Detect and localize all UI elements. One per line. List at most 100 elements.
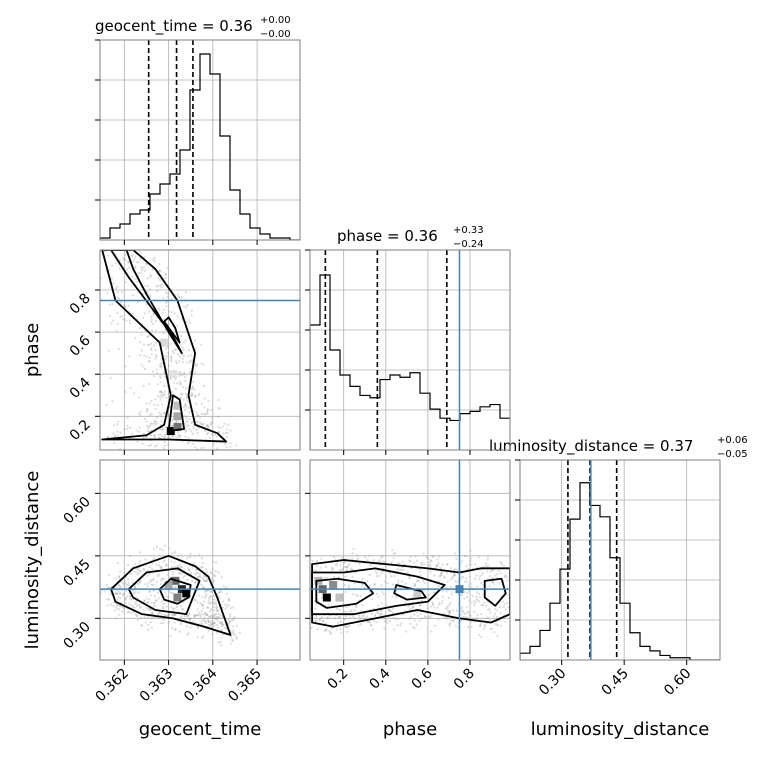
x-tick-label-phase-2: 0.6 (409, 665, 436, 692)
scatter-point (345, 610, 348, 613)
scatter-point (193, 409, 196, 412)
scatter-point (126, 427, 129, 430)
density-cell-1 (173, 422, 182, 431)
scatter-point (341, 556, 344, 559)
scatter-point (133, 241, 135, 243)
scatter-point (374, 570, 377, 573)
scatter-point (121, 581, 124, 584)
scatter-point (477, 600, 481, 603)
scatter-point (512, 562, 514, 564)
scatter-point (202, 586, 205, 589)
scatter-point (314, 607, 317, 610)
scatter-point (206, 409, 209, 412)
scatter-point (203, 406, 206, 409)
scatter-point (189, 394, 192, 398)
scatter-point (211, 614, 214, 617)
scatter-point (167, 596, 170, 599)
scatter-point (189, 552, 192, 556)
scatter-point (106, 586, 109, 589)
scatter-point (233, 633, 237, 636)
scatter-point (430, 605, 433, 608)
scatter-point (124, 580, 127, 583)
scatter-point (207, 629, 210, 632)
scatter-point (146, 284, 150, 288)
scatter-point (206, 613, 209, 617)
scatter-point (352, 615, 355, 618)
scatter-point (147, 335, 150, 338)
scatter-point (144, 558, 147, 561)
scatter-point (158, 363, 162, 367)
scatter-point (207, 431, 210, 435)
scatter-point (146, 429, 149, 432)
title-phase-base: phase = 0.36 (337, 227, 438, 245)
scatter-point (453, 574, 456, 577)
scatter-point (504, 574, 507, 577)
scatter-point (192, 562, 195, 565)
scatter-point (152, 313, 155, 316)
scatter-point (306, 582, 308, 584)
scatter-point (186, 633, 189, 636)
scatter-point (324, 628, 328, 631)
scatter-point (437, 618, 440, 621)
contour-luminosity-distance-vs-phase-0 (311, 559, 510, 628)
scatter-point (475, 591, 478, 594)
scatter-point (205, 589, 208, 593)
scatter-point (173, 551, 176, 555)
scatter-point (150, 626, 153, 629)
scatter-point (119, 237, 121, 239)
scatter-point (210, 590, 213, 594)
panel-phase-vs-phase (305, 249, 511, 455)
scatter-point (177, 434, 180, 437)
panel-geocent-time-vs-geocent-time (95, 39, 301, 245)
scatter-point (191, 566, 194, 569)
scatter-point (124, 365, 127, 368)
scatter-point (147, 444, 150, 447)
scatter-point (137, 568, 140, 571)
scatter-point (396, 623, 399, 626)
scatter-point (446, 563, 449, 566)
scatter-point (460, 593, 463, 597)
scatter-point (159, 390, 162, 393)
scatter-point (503, 613, 506, 616)
scatter-point (163, 444, 166, 447)
scatter-point (173, 607, 176, 610)
scatter-point (122, 572, 126, 575)
contour-phase-vs-geocent-time-0 (101, 250, 228, 443)
scatter-point (218, 591, 221, 594)
scatter-point (129, 598, 132, 601)
scatter-point (153, 422, 156, 425)
scatter-point (196, 431, 199, 435)
scatter-point (187, 436, 190, 439)
scatter-point (205, 613, 208, 617)
scatter-point (142, 365, 145, 368)
scatter-point (313, 569, 316, 572)
scatter-point (186, 400, 189, 403)
scatter-point (345, 568, 349, 572)
scatter-point (107, 586, 110, 589)
scatter-point (203, 619, 206, 623)
scatter-point (121, 291, 124, 294)
scatter-point (139, 326, 142, 330)
scatter-point (212, 442, 215, 445)
scatter-point (148, 288, 152, 291)
scatter-point (480, 635, 483, 639)
scatter-point (315, 565, 319, 568)
scatter-point (185, 416, 188, 419)
scatter-point (400, 568, 403, 572)
scatter-point (143, 312, 146, 315)
scatter-point (222, 633, 225, 636)
scatter-point (232, 617, 235, 620)
scatter-point (160, 362, 163, 365)
scatter-point (336, 607, 339, 610)
scatter-point (473, 599, 476, 603)
scatter-point (227, 597, 230, 601)
scatter-point (134, 277, 137, 280)
scatter-point (188, 319, 191, 322)
scatter-point (373, 614, 376, 618)
scatter-point (118, 267, 121, 270)
scatter-point (340, 568, 343, 572)
scatter-point (318, 619, 321, 622)
scatter-point (414, 555, 417, 558)
scatter-point (152, 547, 155, 550)
scatter-point (122, 318, 125, 321)
